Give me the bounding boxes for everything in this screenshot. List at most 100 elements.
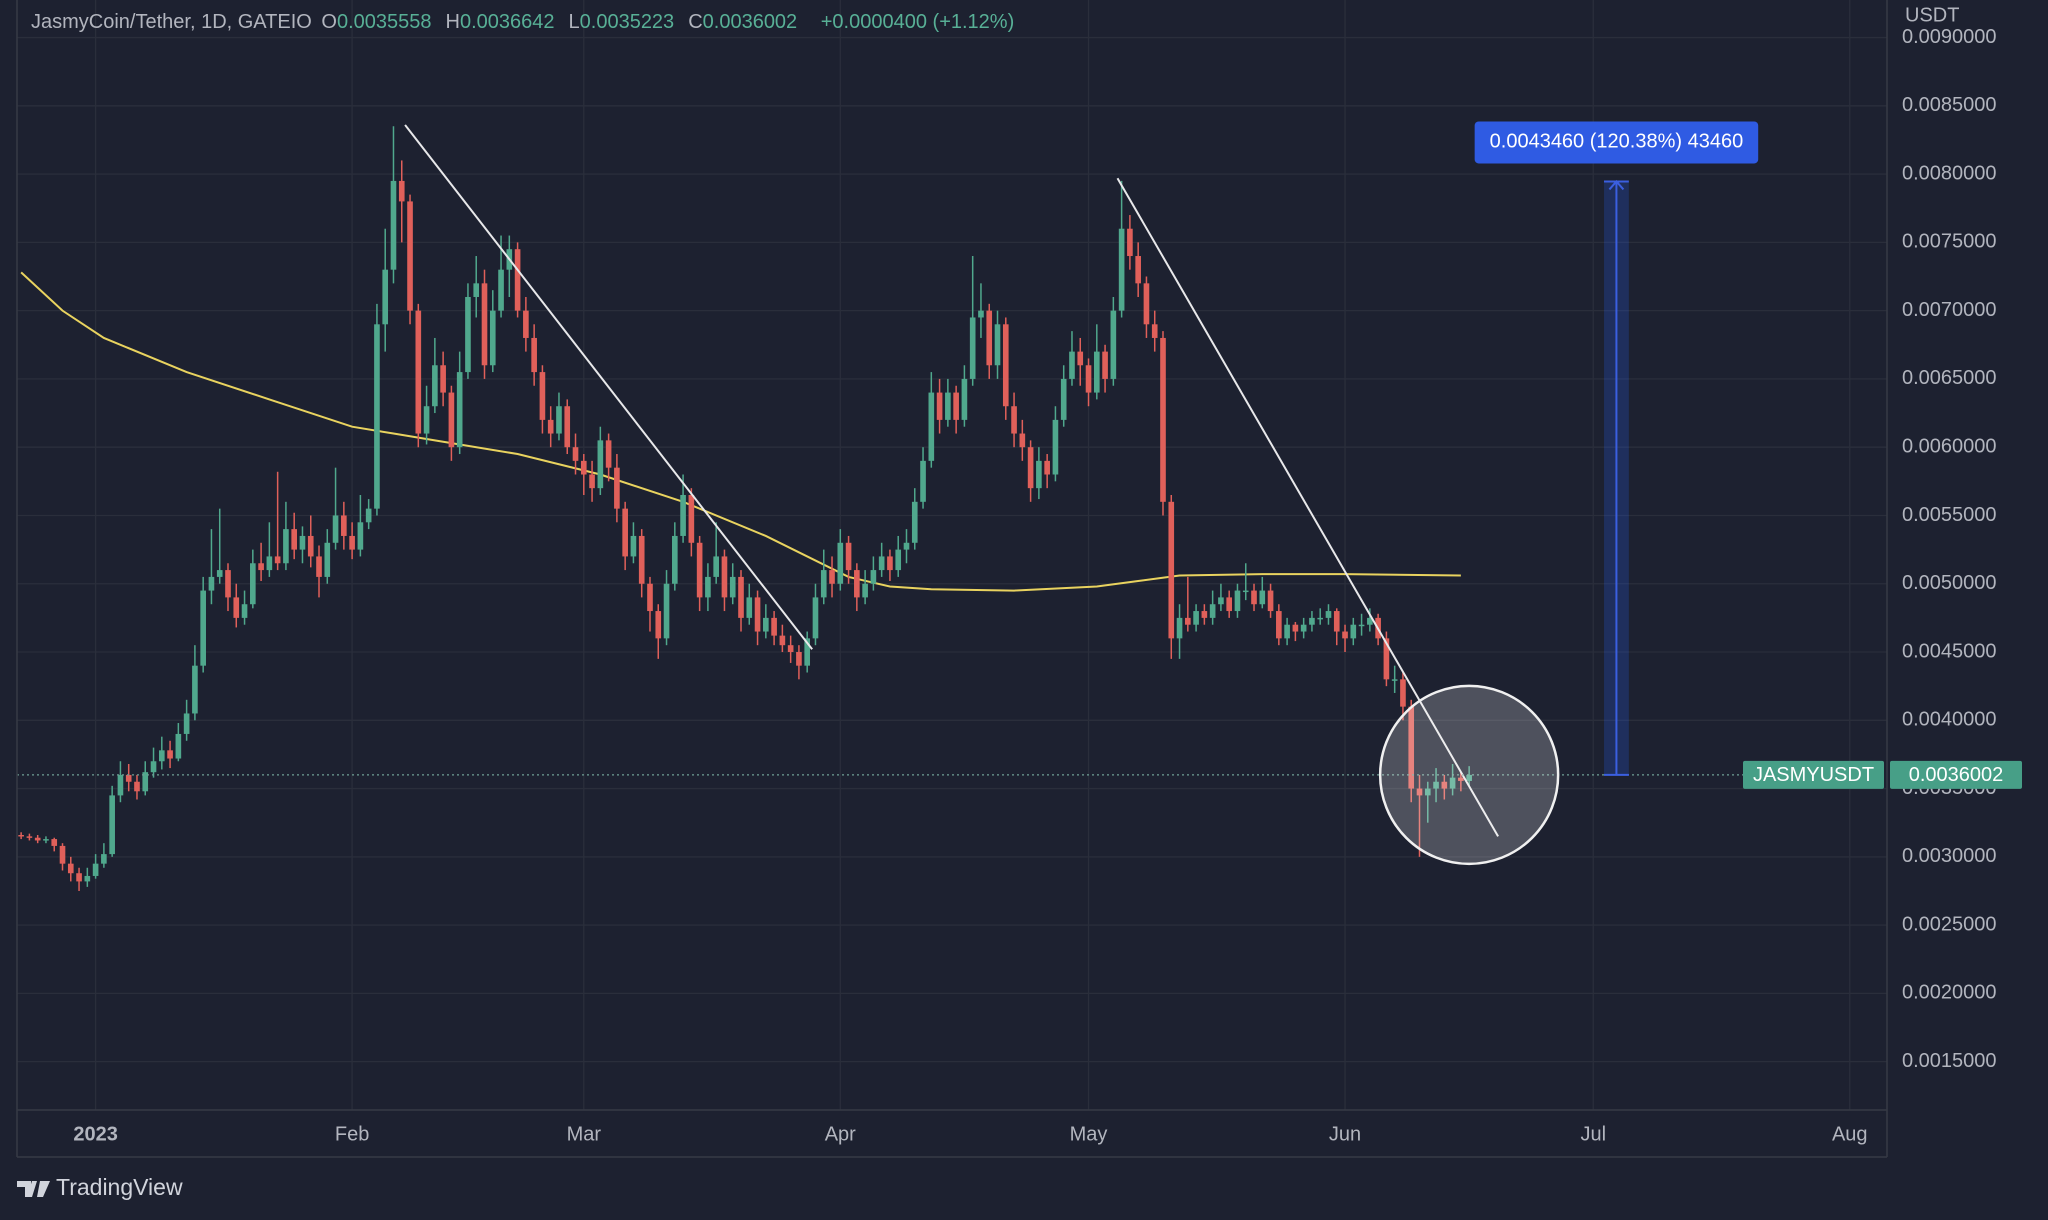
candle-body bbox=[84, 875, 91, 882]
y-tick-label: 0.0040000 bbox=[1902, 709, 1997, 731]
trend-line bbox=[404, 124, 813, 650]
candle-body bbox=[43, 839, 49, 841]
change: +0.0000400 (+1.12%) bbox=[820, 11, 1015, 33]
ohlc-value: 0.0035558 bbox=[336, 11, 432, 33]
candle-body bbox=[316, 556, 322, 577]
last-price-symbol: JASMYUSDT bbox=[1753, 764, 1874, 786]
ohlc-value: 0.0036002 bbox=[702, 11, 798, 33]
candle-body bbox=[829, 570, 835, 584]
y-tick-label: 0.0070000 bbox=[1902, 299, 1997, 321]
candle-body bbox=[481, 283, 488, 366]
candle-body bbox=[92, 863, 99, 876]
candle-body bbox=[299, 535, 306, 550]
candle-body bbox=[407, 201, 413, 311]
candle-body bbox=[655, 611, 662, 639]
measure-arrow-head bbox=[1608, 179, 1625, 191]
candle-body bbox=[1077, 351, 1084, 366]
y-tick-label: 0.0055000 bbox=[1902, 504, 1997, 526]
candle-body bbox=[969, 317, 976, 379]
candle-body bbox=[1209, 604, 1216, 618]
ohlc-label: L bbox=[568, 11, 580, 33]
candle-body bbox=[183, 713, 190, 734]
candle-body bbox=[258, 563, 264, 571]
last-price-label: 0.0036002 bbox=[1909, 764, 2004, 786]
candle-body bbox=[994, 324, 1001, 366]
candle-body bbox=[101, 854, 107, 864]
x-tick-label: Mar bbox=[567, 1123, 602, 1145]
candle-body bbox=[357, 522, 364, 550]
candle-body bbox=[1424, 788, 1431, 796]
candle-body bbox=[878, 556, 885, 571]
candle-body bbox=[250, 563, 256, 605]
candle-body bbox=[1019, 433, 1026, 448]
candle-body bbox=[1391, 679, 1398, 681]
candle-body bbox=[771, 617, 777, 636]
candle-body bbox=[1218, 597, 1224, 605]
candle-body bbox=[274, 556, 281, 564]
measure-label-text: 0.0043460 (120.38%) 43460 bbox=[1490, 131, 1744, 153]
candle-body bbox=[1110, 310, 1117, 379]
candle-body bbox=[862, 583, 868, 598]
candle-body bbox=[26, 836, 33, 838]
candle-body bbox=[1160, 337, 1166, 502]
candle-body bbox=[1085, 365, 1092, 393]
candle-body bbox=[721, 556, 728, 598]
y-tick-label: 0.0045000 bbox=[1902, 640, 1997, 662]
y-tick-label: 0.0030000 bbox=[1902, 845, 1997, 867]
candle-body bbox=[1416, 788, 1423, 796]
axes-layer: 0.0015000 0.0020000 0.0025000 0.0030000 0.00… bbox=[73, 26, 2022, 1145]
candle-body bbox=[134, 781, 140, 792]
candle-body bbox=[1400, 679, 1406, 707]
candle-body bbox=[109, 795, 115, 855]
candle-body bbox=[1118, 228, 1125, 311]
candle-body bbox=[456, 372, 463, 448]
candle-body bbox=[489, 310, 496, 366]
y-tick-label: 0.0050000 bbox=[1902, 572, 1997, 594]
candle-body bbox=[986, 310, 993, 366]
candle-body bbox=[580, 460, 587, 475]
candle-body bbox=[1242, 590, 1249, 593]
candle-body bbox=[572, 447, 579, 461]
candle-body bbox=[787, 645, 794, 653]
logo-icon bbox=[17, 1181, 50, 1197]
candle-body bbox=[820, 570, 827, 598]
candle-body bbox=[978, 310, 984, 318]
candle-body bbox=[415, 310, 422, 434]
y-tick-label: 0.0090000 bbox=[1902, 26, 1997, 48]
candle-body bbox=[1309, 617, 1315, 625]
candle-body bbox=[523, 310, 529, 338]
candle-body bbox=[1234, 590, 1241, 612]
candle-body bbox=[117, 774, 124, 796]
ohlc-label: O bbox=[321, 11, 337, 33]
candle-body bbox=[663, 583, 670, 639]
candle-body bbox=[432, 365, 438, 407]
last-price-symbol-box bbox=[1743, 760, 1884, 789]
candle-body bbox=[208, 576, 215, 591]
candle-body bbox=[671, 535, 678, 584]
candle-body bbox=[738, 576, 744, 618]
candle-body bbox=[514, 249, 521, 311]
candle-body bbox=[1093, 351, 1100, 393]
ohlc-label: C bbox=[688, 11, 703, 33]
candle-body bbox=[812, 597, 819, 639]
candle-body bbox=[1044, 460, 1050, 475]
candle-body bbox=[1168, 501, 1175, 639]
candle-body bbox=[961, 378, 968, 420]
last-price-label-box bbox=[1890, 760, 2022, 789]
ohlc: O0.0035558 H0.0036642 L0.0035223 C0.0036002 bbox=[321, 11, 811, 33]
candle-body bbox=[398, 180, 405, 202]
candle-body bbox=[630, 535, 637, 557]
candle-body bbox=[754, 597, 761, 632]
candle-body bbox=[175, 733, 182, 759]
candle-body bbox=[1127, 228, 1133, 257]
candle-body bbox=[1251, 590, 1257, 605]
candle-body bbox=[1201, 611, 1208, 618]
candle-body bbox=[167, 750, 173, 759]
symbol: JasmyCoin/Tether, 1D, GATEIO bbox=[31, 11, 312, 33]
measure-label: 0.0043460 (120.38%) 43460 bbox=[1474, 121, 1759, 164]
candle-body bbox=[1367, 617, 1373, 625]
candle-body bbox=[1185, 617, 1191, 625]
candle-body bbox=[1027, 447, 1034, 489]
candle-body bbox=[225, 570, 231, 598]
candle-body bbox=[125, 774, 132, 782]
